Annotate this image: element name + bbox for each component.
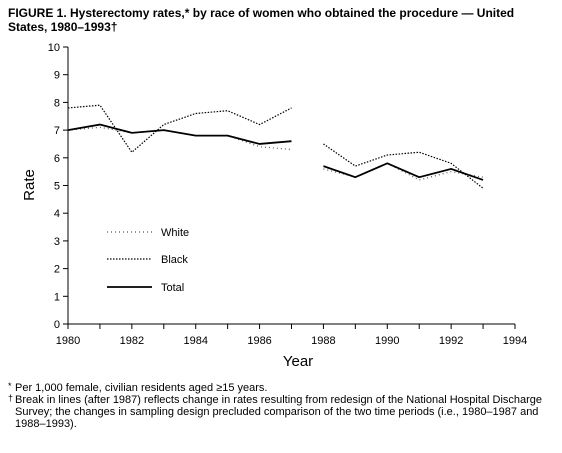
y-axis-title: Rate [21, 169, 38, 201]
x-tick-label: 1988 [311, 335, 335, 347]
x-tick-label: 1992 [439, 335, 463, 347]
legend-label-total: Total [161, 282, 184, 294]
y-tick-label: 4 [54, 208, 60, 220]
x-axis-title: Year [283, 353, 313, 370]
axes [67, 47, 515, 325]
series-white [67, 126, 484, 181]
series-black [67, 104, 484, 189]
series-line-total [67, 123, 292, 145]
footnotes: * Per 1,000 female, civilian residents ag… [8, 381, 556, 431]
series-line-total [323, 162, 484, 181]
footnote: † Break in lines (after 1987) reflects ch… [8, 393, 556, 431]
x-tick-label: 1982 [120, 335, 144, 347]
x-tick-label: 1980 [56, 335, 80, 347]
footnote: * Per 1,000 female, civilian residents ag… [8, 381, 556, 395]
y-tick-label: 10 [48, 42, 60, 54]
x-tick-label: 1994 [503, 335, 527, 347]
line-chart: 0 1 2 3 4 5 6 7 8 9 10 1980 1982 1984 1986 1988 1990 199… [21, 42, 527, 370]
y-tick-label: 5 [54, 181, 60, 193]
chart-title: FIGURE 1. Hysterectomy rates,* by race o… [8, 6, 515, 34]
footnote-text: Break in lines (after 1987) reflects cha… [15, 394, 543, 430]
series-line-black [323, 143, 484, 189]
footnote-mark: * [8, 381, 12, 391]
y-tick-label: 7 [54, 125, 60, 137]
series-layer [67, 104, 484, 189]
y-tick-label: 1 [54, 291, 60, 303]
x-tick-label: 1986 [247, 335, 271, 347]
series-line-black [67, 104, 292, 154]
y-axis-ticks: 0 1 2 3 4 5 6 7 8 9 10 [48, 42, 68, 331]
y-tick-label: 3 [54, 236, 60, 248]
legend-label-black: Black [161, 254, 188, 266]
y-tick-label: 8 [54, 97, 60, 109]
x-tick-label: 1984 [183, 335, 207, 347]
series-line-white [67, 126, 292, 151]
footnote-mark: † [8, 393, 14, 403]
footnote-text: Per 1,000 female, civilian residents age… [15, 382, 268, 394]
y-tick-label: 6 [54, 153, 60, 165]
y-tick-label: 0 [54, 319, 60, 331]
legend: White Black Total [107, 227, 189, 294]
y-tick-label: 2 [54, 264, 60, 276]
series-total [67, 123, 484, 181]
x-tick-label: 1990 [375, 335, 399, 347]
y-tick-label: 9 [54, 70, 60, 82]
x-axis-ticks: 1980 1982 1984 1986 1988 1990 1992 1994 [56, 324, 527, 347]
legend-label-white: White [161, 227, 189, 239]
